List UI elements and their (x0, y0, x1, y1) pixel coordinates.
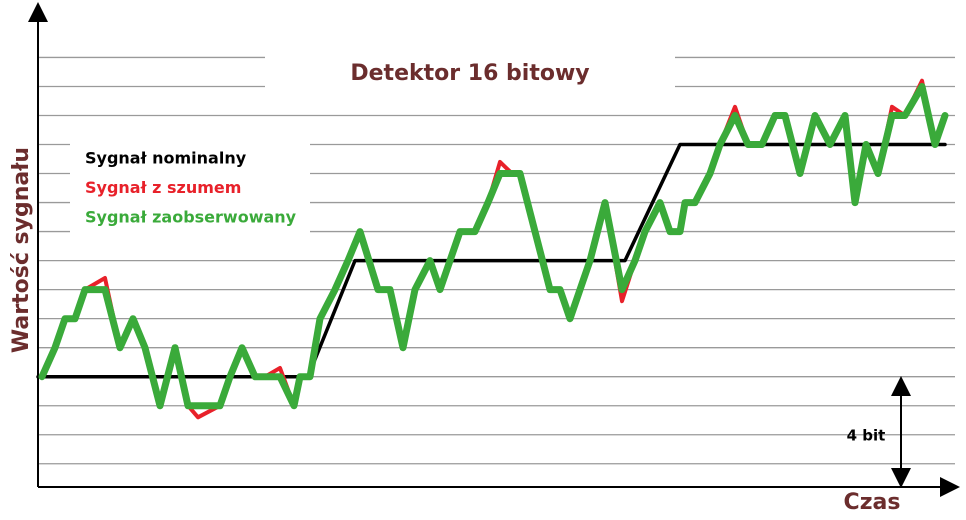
y-axis-label: Wartość sygnału (9, 147, 34, 353)
x-axis-label: Czas (844, 490, 901, 515)
legend: Sygnał nominalny Sygnał z szumem Sygnał za… (85, 149, 297, 227)
series-line (38, 83, 949, 410)
legend-backdrop (70, 135, 310, 235)
legend-entry: Sygnał z szumem (85, 178, 241, 197)
title-backdrop (265, 45, 675, 100)
legend-entry: Sygnał nominalny (85, 149, 247, 168)
chart-title: Detektor 16 bitowy (350, 61, 589, 86)
annotation: 4 bit (847, 427, 886, 445)
plot-area (36, 78, 949, 420)
legend-entry: Sygnał zaobserwowany (85, 208, 297, 227)
